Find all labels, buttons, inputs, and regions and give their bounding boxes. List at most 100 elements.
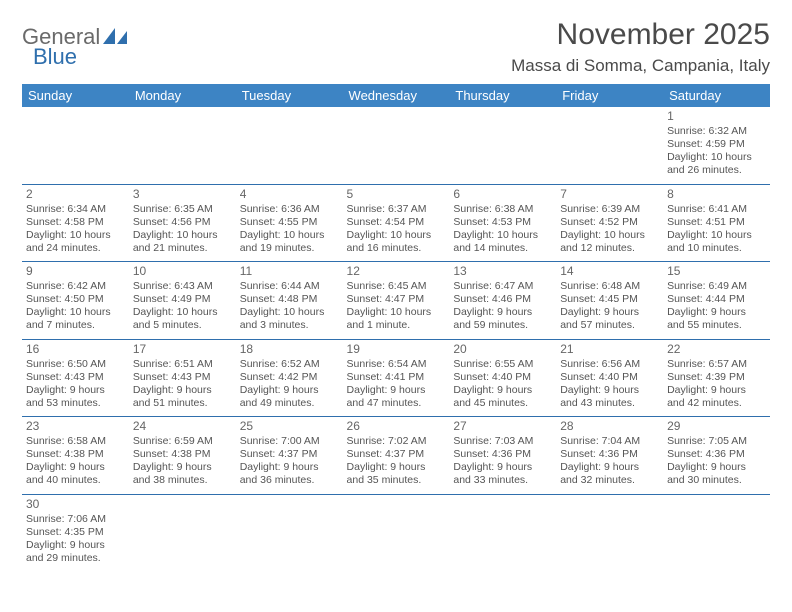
calendar-day-cell: 20Sunrise: 6:55 AMSunset: 4:40 PMDayligh… — [449, 339, 556, 417]
daylight-line: Daylight: 9 hours and 35 minutes. — [347, 461, 446, 487]
calendar-day-cell: 29Sunrise: 7:05 AMSunset: 4:36 PMDayligh… — [663, 417, 770, 495]
sunrise-line: Sunrise: 6:32 AM — [667, 125, 766, 138]
day-number: 14 — [560, 264, 659, 279]
sunrise-line: Sunrise: 6:54 AM — [347, 358, 446, 371]
sunset-line: Sunset: 4:39 PM — [667, 371, 766, 384]
day-number: 18 — [240, 342, 339, 357]
day-number: 24 — [133, 419, 232, 434]
calendar-day-cell: 17Sunrise: 6:51 AMSunset: 4:43 PMDayligh… — [129, 339, 236, 417]
sunrise-line: Sunrise: 6:34 AM — [26, 203, 125, 216]
calendar-empty-cell — [663, 494, 770, 571]
daylight-line: Daylight: 9 hours and 36 minutes. — [240, 461, 339, 487]
calendar-day-cell: 18Sunrise: 6:52 AMSunset: 4:42 PMDayligh… — [236, 339, 343, 417]
sunset-line: Sunset: 4:49 PM — [133, 293, 232, 306]
day-number: 11 — [240, 264, 339, 279]
calendar-day-cell: 5Sunrise: 6:37 AMSunset: 4:54 PMDaylight… — [343, 184, 450, 262]
sunset-line: Sunset: 4:37 PM — [347, 448, 446, 461]
sunrise-line: Sunrise: 6:59 AM — [133, 435, 232, 448]
daylight-line: Daylight: 9 hours and 53 minutes. — [26, 384, 125, 410]
daylight-line: Daylight: 9 hours and 47 minutes. — [347, 384, 446, 410]
sail-icon — [102, 27, 128, 47]
sunrise-line: Sunrise: 6:51 AM — [133, 358, 232, 371]
calendar-empty-cell — [556, 107, 663, 184]
sunset-line: Sunset: 4:40 PM — [453, 371, 552, 384]
calendar-day-cell: 15Sunrise: 6:49 AMSunset: 4:44 PMDayligh… — [663, 262, 770, 340]
month-title: November 2025 — [511, 18, 770, 52]
sunrise-line: Sunrise: 6:41 AM — [667, 203, 766, 216]
calendar-day-cell: 3Sunrise: 6:35 AMSunset: 4:56 PMDaylight… — [129, 184, 236, 262]
calendar-day-cell: 28Sunrise: 7:04 AMSunset: 4:36 PMDayligh… — [556, 417, 663, 495]
sunrise-line: Sunrise: 7:05 AM — [667, 435, 766, 448]
calendar-empty-cell — [449, 494, 556, 571]
calendar-day-cell: 24Sunrise: 6:59 AMSunset: 4:38 PMDayligh… — [129, 417, 236, 495]
sunrise-line: Sunrise: 6:38 AM — [453, 203, 552, 216]
sunrise-line: Sunrise: 7:06 AM — [26, 513, 125, 526]
sunrise-line: Sunrise: 6:58 AM — [26, 435, 125, 448]
day-header: Thursday — [449, 84, 556, 107]
calendar-day-cell: 6Sunrise: 6:38 AMSunset: 4:53 PMDaylight… — [449, 184, 556, 262]
daylight-line: Daylight: 10 hours and 10 minutes. — [667, 229, 766, 255]
day-number: 30 — [26, 497, 125, 512]
daylight-line: Daylight: 10 hours and 5 minutes. — [133, 306, 232, 332]
daylight-line: Daylight: 9 hours and 45 minutes. — [453, 384, 552, 410]
sunset-line: Sunset: 4:36 PM — [560, 448, 659, 461]
day-number: 16 — [26, 342, 125, 357]
calendar-day-cell: 7Sunrise: 6:39 AMSunset: 4:52 PMDaylight… — [556, 184, 663, 262]
sunrise-line: Sunrise: 6:57 AM — [667, 358, 766, 371]
sunrise-line: Sunrise: 6:50 AM — [26, 358, 125, 371]
sunrise-line: Sunrise: 7:02 AM — [347, 435, 446, 448]
calendar-day-cell: 1Sunrise: 6:32 AMSunset: 4:59 PMDaylight… — [663, 107, 770, 184]
calendar-day-cell: 8Sunrise: 6:41 AMSunset: 4:51 PMDaylight… — [663, 184, 770, 262]
day-header: Saturday — [663, 84, 770, 107]
calendar-week-row: 2Sunrise: 6:34 AMSunset: 4:58 PMDaylight… — [22, 184, 770, 262]
sunrise-line: Sunrise: 6:52 AM — [240, 358, 339, 371]
sunset-line: Sunset: 4:41 PM — [347, 371, 446, 384]
day-number: 6 — [453, 187, 552, 202]
day-header: Sunday — [22, 84, 129, 107]
day-number: 1 — [667, 109, 766, 124]
daylight-line: Daylight: 10 hours and 26 minutes. — [667, 151, 766, 177]
sunset-line: Sunset: 4:54 PM — [347, 216, 446, 229]
daylight-line: Daylight: 10 hours and 7 minutes. — [26, 306, 125, 332]
sunset-line: Sunset: 4:38 PM — [133, 448, 232, 461]
daylight-line: Daylight: 9 hours and 49 minutes. — [240, 384, 339, 410]
sunrise-line: Sunrise: 6:47 AM — [453, 280, 552, 293]
daylight-line: Daylight: 9 hours and 51 minutes. — [133, 384, 232, 410]
calendar-empty-cell — [343, 494, 450, 571]
daylight-line: Daylight: 10 hours and 3 minutes. — [240, 306, 339, 332]
day-number: 7 — [560, 187, 659, 202]
sunset-line: Sunset: 4:45 PM — [560, 293, 659, 306]
day-number: 5 — [347, 187, 446, 202]
day-number: 4 — [240, 187, 339, 202]
day-number: 23 — [26, 419, 125, 434]
daylight-line: Daylight: 10 hours and 24 minutes. — [26, 229, 125, 255]
daylight-line: Daylight: 9 hours and 59 minutes. — [453, 306, 552, 332]
day-number: 28 — [560, 419, 659, 434]
daylight-line: Daylight: 9 hours and 33 minutes. — [453, 461, 552, 487]
day-header: Monday — [129, 84, 236, 107]
calendar-table: SundayMondayTuesdayWednesdayThursdayFrid… — [22, 84, 770, 571]
daylight-line: Daylight: 9 hours and 40 minutes. — [26, 461, 125, 487]
day-number: 20 — [453, 342, 552, 357]
day-number: 8 — [667, 187, 766, 202]
calendar-empty-cell — [236, 107, 343, 184]
sunrise-line: Sunrise: 6:35 AM — [133, 203, 232, 216]
calendar-day-cell: 14Sunrise: 6:48 AMSunset: 4:45 PMDayligh… — [556, 262, 663, 340]
sunset-line: Sunset: 4:37 PM — [240, 448, 339, 461]
daylight-line: Daylight: 10 hours and 12 minutes. — [560, 229, 659, 255]
calendar-week-row: 23Sunrise: 6:58 AM Sunset: 4:38 PM Dayligh… — [22, 417, 770, 495]
day-number: 22 — [667, 342, 766, 357]
day-number: 21 — [560, 342, 659, 357]
day-header: Friday — [556, 84, 663, 107]
day-header: Tuesday — [236, 84, 343, 107]
sunset-line: Sunset: 4:51 PM — [667, 216, 766, 229]
sunrise-line: Sunrise: 6:37 AM — [347, 203, 446, 216]
sunrise-line: Sunrise: 6:42 AM — [26, 280, 125, 293]
sunset-line: Sunset: 4:36 PM — [453, 448, 552, 461]
day-number: 9 — [26, 264, 125, 279]
calendar-day-cell: 12Sunrise: 6:45 AMSunset: 4:47 PMDayligh… — [343, 262, 450, 340]
sunset-line: Sunset: 4:35 PM — [26, 526, 125, 539]
calendar-day-cell: 19Sunrise: 6:54 AMSunset: 4:41 PMDayligh… — [343, 339, 450, 417]
sunset-line: Sunset: 4:44 PM — [667, 293, 766, 306]
calendar-day-cell: 21Sunrise: 6:56 AMSunset: 4:40 PMDayligh… — [556, 339, 663, 417]
